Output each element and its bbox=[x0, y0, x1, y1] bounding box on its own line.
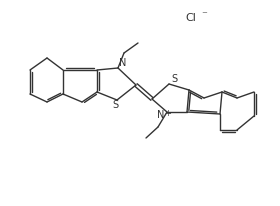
Text: S: S bbox=[171, 74, 177, 84]
Text: N: N bbox=[157, 110, 165, 120]
Text: Cl: Cl bbox=[186, 13, 197, 23]
Text: ⁻: ⁻ bbox=[201, 10, 207, 20]
Text: S: S bbox=[112, 100, 118, 110]
Text: N: N bbox=[119, 58, 127, 68]
Text: +: + bbox=[165, 109, 171, 117]
